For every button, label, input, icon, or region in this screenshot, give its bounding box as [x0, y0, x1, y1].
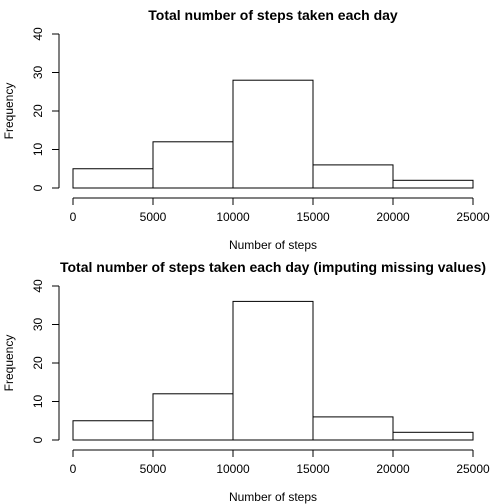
x-axis: 0 5000 10000 15000 20000 25000	[70, 197, 490, 224]
bars-group	[72, 300, 474, 441]
histogram-bar	[152, 141, 234, 189]
bars-group	[72, 79, 474, 189]
histogram-bar	[392, 431, 474, 441]
x-tick-label: 10000	[216, 462, 250, 476]
y-tick-label: 10	[31, 395, 45, 409]
x-tick-label: 5000	[140, 462, 167, 476]
x-tick-label: 0	[70, 462, 77, 476]
x-tick-label: 5000	[140, 210, 167, 224]
histogram-bar	[312, 164, 394, 189]
y-axis-label: Frequency	[2, 335, 16, 392]
y-tick-label: 10	[31, 143, 45, 157]
histogram-bar	[312, 416, 394, 441]
chart-title: Total number of steps taken each day	[148, 7, 398, 23]
histogram-bar	[232, 300, 314, 441]
y-axis-label: Frequency	[2, 83, 16, 140]
histogram-bar	[392, 179, 474, 189]
x-tick-label: 0	[70, 210, 77, 224]
y-tick-label: 30	[31, 66, 45, 80]
histogram-bar	[72, 168, 154, 189]
x-tick-label: 10000	[216, 210, 250, 224]
histogram-bar	[72, 420, 154, 441]
chart-title: Total number of steps taken each day (im…	[60, 259, 486, 275]
y-tick-label: 20	[31, 104, 45, 118]
histogram-bar	[232, 79, 314, 189]
y-axis: 0 10 20 30 40	[31, 279, 60, 443]
x-tick-label: 20000	[376, 210, 410, 224]
x-tick-label: 15000	[296, 210, 330, 224]
x-axis-label: Number of steps	[229, 238, 317, 252]
y-tick-label: 30	[31, 318, 45, 332]
x-tick-label: 25000	[456, 210, 490, 224]
y-tick-label: 0	[31, 436, 45, 443]
y-tick-label: 20	[31, 356, 45, 370]
x-tick-label: 20000	[376, 462, 410, 476]
histogram-bar	[152, 393, 234, 441]
histogram-panel-imputed: Total number of steps taken each day (im…	[2, 259, 490, 504]
x-axis-label: Number of steps	[229, 490, 317, 504]
y-axis: 0 10 20 30 40	[31, 27, 60, 191]
x-axis: 0 5000 10000 15000 20000 25000	[70, 449, 490, 476]
y-tick-label: 40	[31, 279, 45, 293]
y-tick-label: 0	[31, 184, 45, 191]
histogram-panel-original: Total number of steps taken each day Num…	[2, 7, 490, 252]
x-tick-label: 15000	[296, 462, 330, 476]
y-tick-label: 40	[31, 27, 45, 41]
x-tick-label: 25000	[456, 462, 490, 476]
